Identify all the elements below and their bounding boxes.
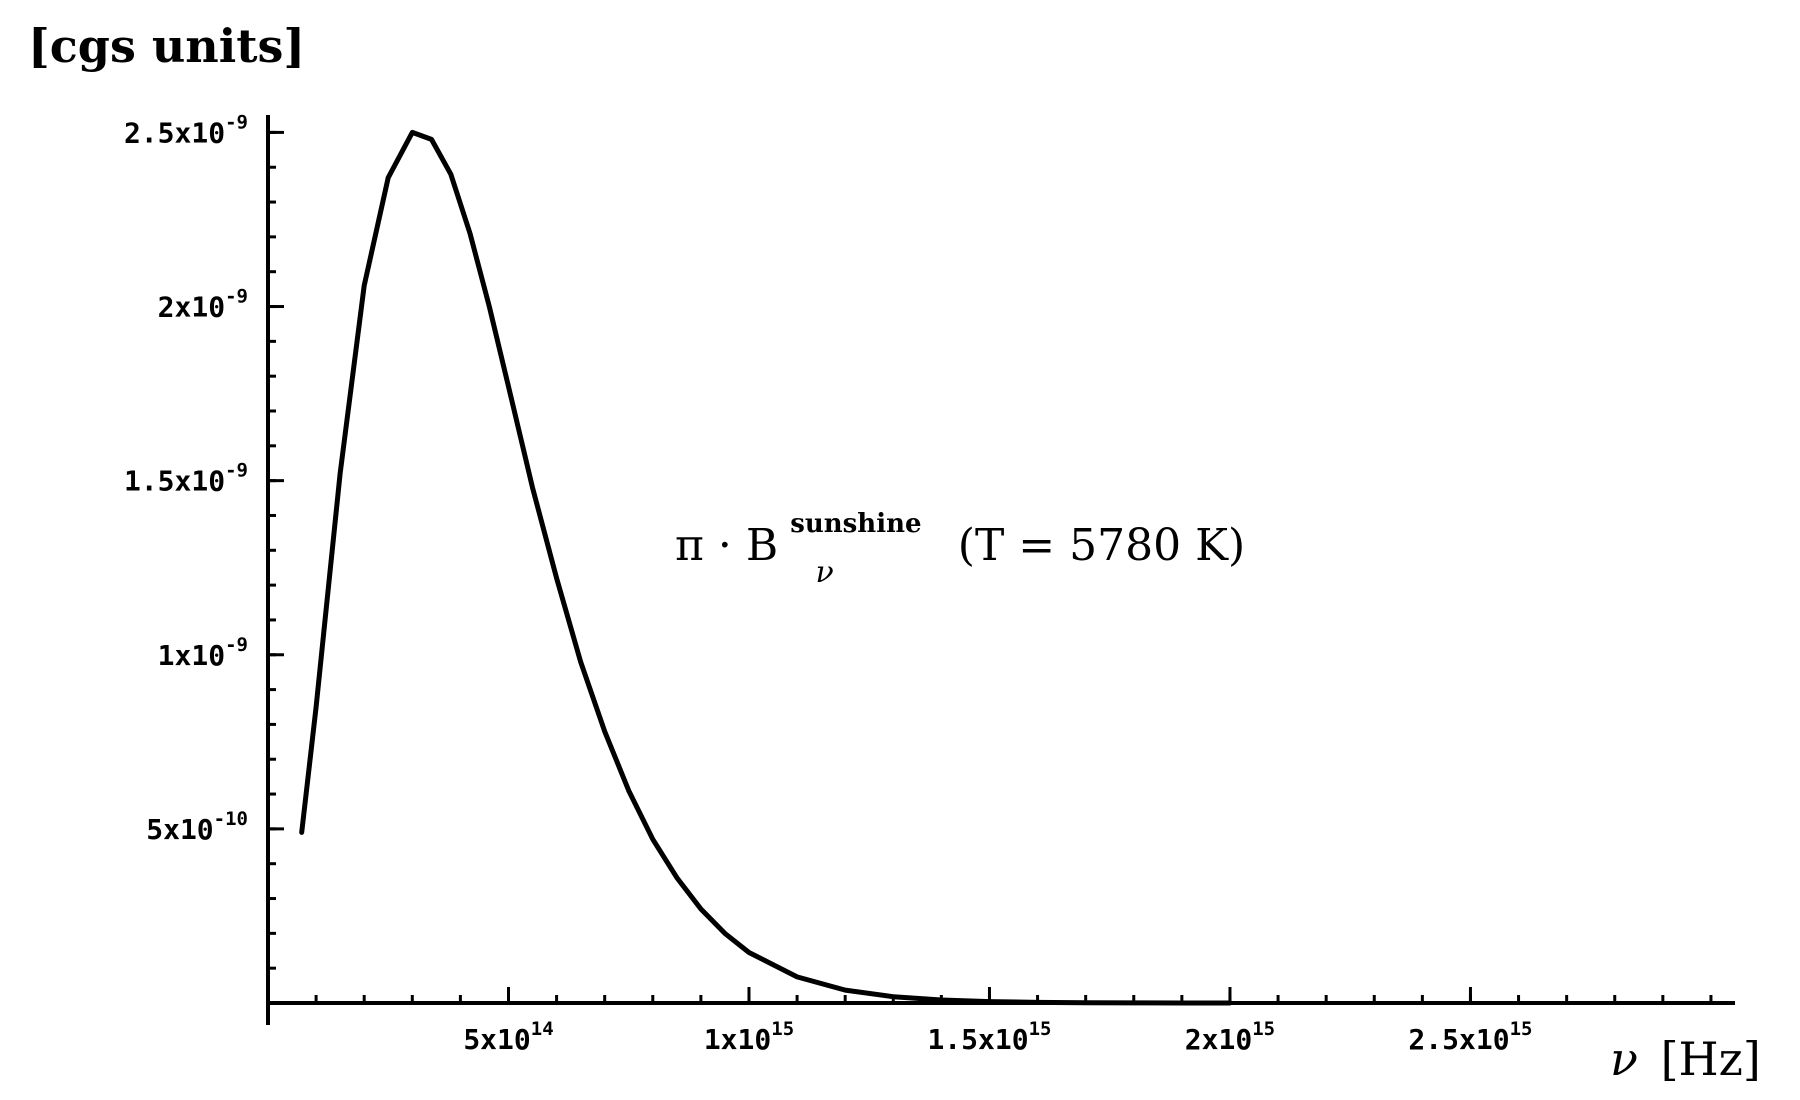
y-axis-label: [cgs units]	[28, 19, 305, 73]
series-group	[299, 129, 1233, 1006]
x-tick-label: 2.5x1015	[1408, 1018, 1532, 1056]
major-ticks	[268, 130, 1472, 1003]
y-tick-label: 2x10-9	[158, 286, 248, 324]
x-tick-label: 2x1015	[1185, 1018, 1275, 1056]
curve-annotation: π · B sunshine ν (T = 5780 K)	[675, 492, 1245, 593]
y-tick-label: 1x10-9	[158, 634, 248, 672]
series-line-0	[299, 129, 1233, 1006]
annotation-prefix: π · B	[675, 520, 778, 571]
x-axis-label: ν [Hz]	[1610, 1032, 1761, 1086]
tick-labels: 5x1014 1x1015 1.5x1015 2x1015 2.5x1015 5x10-1…	[124, 111, 1533, 1056]
annotation-suffix: (T = 5780 K)	[958, 520, 1245, 571]
y-tick-label: 1.5x10-9	[124, 460, 248, 498]
y-tick-label: 2.5x10-9	[124, 111, 248, 149]
x-tick-label: 1.5x1015	[927, 1018, 1051, 1056]
x-axis-symbol: ν	[1610, 1032, 1638, 1086]
annotation-superscript: sunshine	[790, 509, 921, 539]
x-tick-label: 1x1015	[704, 1018, 794, 1056]
y-tick-label: 5x10-10	[146, 808, 248, 846]
annotation-subscript: ν	[816, 555, 834, 590]
x-axis-unit: [Hz]	[1661, 1032, 1761, 1086]
x-tick-label: 5x1014	[463, 1018, 553, 1056]
